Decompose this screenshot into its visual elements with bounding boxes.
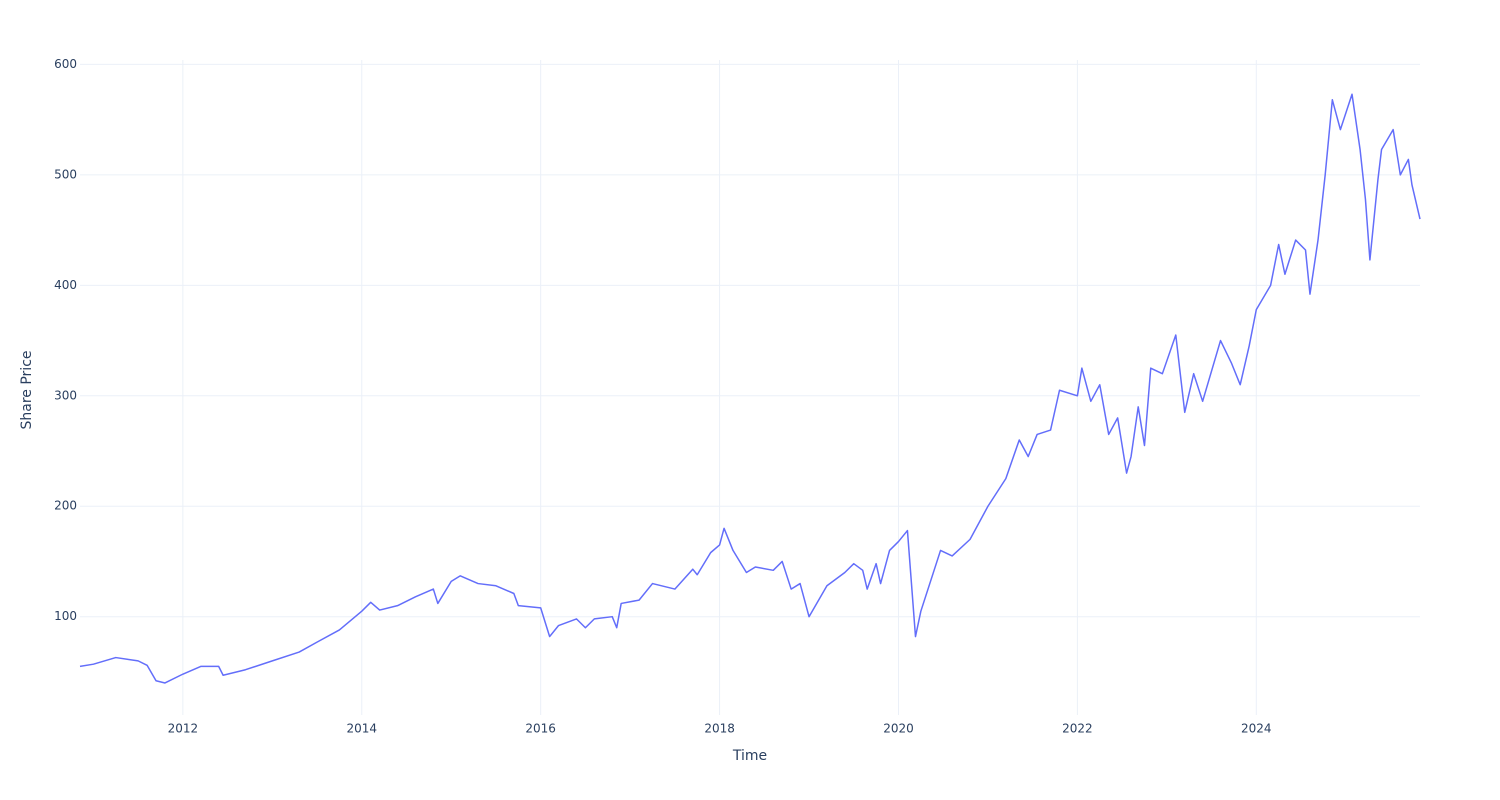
x-tick-label: 2016 bbox=[525, 722, 556, 736]
y-tick-label: 200 bbox=[54, 499, 77, 513]
x-tick-label: 2024 bbox=[1241, 722, 1272, 736]
x-tick-label: 2022 bbox=[1062, 722, 1093, 736]
x-tick-label: 2012 bbox=[168, 722, 199, 736]
y-tick-label: 400 bbox=[54, 278, 77, 292]
y-tick-label: 600 bbox=[54, 57, 77, 71]
x-tick-label: 2020 bbox=[883, 722, 914, 736]
line bbox=[79, 93, 1421, 684]
x-tick-label: 2018 bbox=[704, 722, 735, 736]
x-tick-label: 2014 bbox=[347, 722, 378, 736]
y-tick-label: 500 bbox=[54, 167, 77, 181]
y-axis-title: Share Price bbox=[19, 350, 35, 429]
y-tick-label: 100 bbox=[54, 609, 77, 623]
x-axis-title: Time bbox=[732, 748, 767, 764]
y-tick-label: 300 bbox=[54, 388, 77, 402]
